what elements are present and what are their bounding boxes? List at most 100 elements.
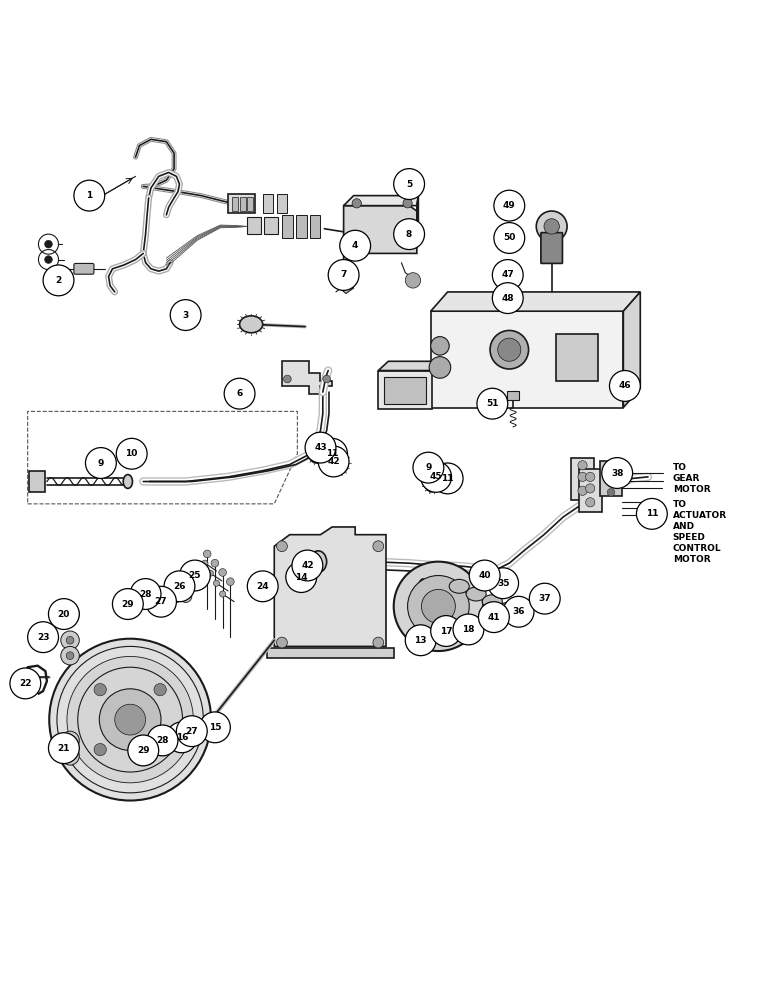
Circle shape (66, 636, 74, 644)
Circle shape (429, 357, 451, 378)
Circle shape (405, 273, 421, 288)
Ellipse shape (308, 441, 325, 463)
Circle shape (155, 589, 171, 604)
Text: 28: 28 (156, 736, 169, 745)
Ellipse shape (415, 579, 431, 637)
Circle shape (411, 182, 423, 194)
Text: 21: 21 (58, 744, 70, 753)
Text: 11: 11 (645, 509, 658, 518)
Circle shape (146, 586, 176, 617)
Circle shape (67, 656, 193, 783)
Circle shape (179, 560, 210, 591)
Circle shape (218, 569, 226, 576)
Text: 35: 35 (497, 579, 510, 588)
Circle shape (179, 590, 191, 602)
Polygon shape (282, 361, 332, 394)
Polygon shape (417, 196, 418, 247)
Bar (239, 197, 245, 211)
Bar (232, 197, 238, 211)
Circle shape (292, 550, 323, 581)
Circle shape (537, 211, 567, 242)
Circle shape (352, 199, 361, 208)
Circle shape (586, 498, 595, 507)
Circle shape (66, 610, 74, 618)
Text: 27: 27 (154, 597, 168, 606)
Ellipse shape (424, 470, 441, 492)
Circle shape (179, 731, 191, 744)
Circle shape (203, 550, 211, 558)
Circle shape (86, 448, 117, 478)
Circle shape (479, 602, 510, 633)
Circle shape (469, 560, 500, 591)
Circle shape (49, 639, 211, 801)
Circle shape (586, 484, 595, 493)
Circle shape (74, 180, 105, 211)
Ellipse shape (424, 470, 441, 492)
Text: 46: 46 (618, 381, 631, 390)
Text: 14: 14 (295, 573, 307, 582)
Circle shape (422, 589, 455, 623)
Ellipse shape (331, 452, 348, 474)
Circle shape (421, 461, 452, 492)
Bar (247, 197, 253, 211)
Circle shape (578, 461, 587, 470)
Circle shape (488, 568, 519, 599)
Circle shape (66, 752, 74, 760)
Circle shape (373, 541, 384, 552)
Text: 50: 50 (503, 233, 516, 242)
Circle shape (586, 472, 595, 482)
Bar (276, 194, 287, 213)
Polygon shape (431, 311, 623, 408)
Circle shape (176, 716, 207, 747)
Circle shape (100, 689, 161, 750)
Circle shape (155, 730, 171, 745)
Bar (282, 215, 293, 238)
Circle shape (408, 576, 469, 637)
Text: 29: 29 (121, 600, 134, 609)
Circle shape (607, 470, 615, 478)
Circle shape (578, 486, 587, 495)
Circle shape (66, 652, 74, 660)
Text: 42: 42 (301, 561, 313, 570)
Circle shape (413, 452, 444, 483)
Text: 28: 28 (139, 590, 152, 599)
Text: 24: 24 (256, 582, 269, 591)
Text: 11: 11 (442, 474, 454, 483)
Text: 36: 36 (513, 607, 525, 616)
Text: 48: 48 (502, 294, 514, 303)
Text: 9: 9 (425, 463, 432, 472)
Text: 7: 7 (340, 270, 347, 279)
Circle shape (130, 579, 161, 609)
Bar (556, 334, 598, 381)
Text: 9: 9 (98, 459, 104, 468)
Text: TO
GEAR
MOTOR: TO GEAR MOTOR (672, 463, 710, 494)
Ellipse shape (310, 551, 327, 572)
Circle shape (607, 479, 615, 487)
Circle shape (219, 591, 225, 597)
Circle shape (477, 388, 508, 419)
Circle shape (453, 614, 484, 645)
Circle shape (49, 599, 80, 629)
Bar (29, 471, 45, 492)
Circle shape (207, 570, 213, 576)
Ellipse shape (498, 602, 518, 616)
Circle shape (94, 683, 107, 696)
Bar (264, 217, 278, 234)
Ellipse shape (466, 587, 486, 601)
Polygon shape (340, 263, 354, 293)
Circle shape (323, 375, 330, 383)
Circle shape (226, 578, 234, 586)
Text: 37: 37 (538, 594, 551, 603)
Circle shape (154, 683, 166, 696)
Circle shape (61, 605, 80, 623)
Bar (228, 194, 255, 213)
Circle shape (164, 571, 195, 602)
Text: 42: 42 (327, 457, 340, 466)
Text: 43: 43 (314, 443, 327, 452)
Ellipse shape (449, 579, 469, 593)
Circle shape (493, 260, 523, 290)
Circle shape (305, 432, 336, 463)
Ellipse shape (510, 613, 527, 626)
Circle shape (493, 283, 523, 314)
Text: 13: 13 (415, 636, 427, 645)
